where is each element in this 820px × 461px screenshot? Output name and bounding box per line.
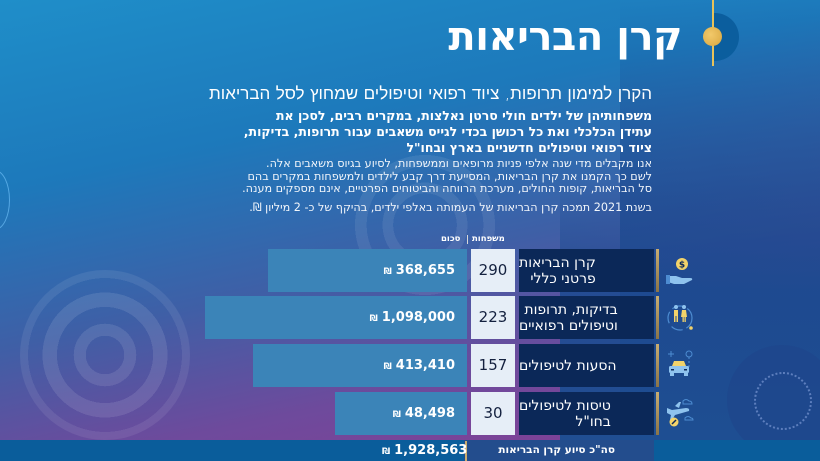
- category-label: בדיקות, תרופות וטיפולים רפואיים: [519, 296, 654, 339]
- decorative-circle-right: [727, 345, 820, 455]
- amount-value: ₪ 1,098,000: [369, 310, 455, 325]
- hand-coin-icon: $: [666, 258, 693, 284]
- families-count: 30: [471, 392, 515, 435]
- row-gold-marker: [656, 296, 659, 339]
- total-label-box: [464, 440, 654, 461]
- family-care-icon: [667, 305, 693, 331]
- category-label: הסעות לטיפולים: [519, 344, 654, 387]
- row-gold-marker: [656, 344, 659, 387]
- column-header-families: משפחות: [472, 234, 505, 244]
- amount-bar: ₪ 48,498: [335, 392, 467, 435]
- amount-value: ₪ 413,410: [383, 358, 455, 373]
- total-gold-marker: [465, 441, 467, 461]
- intro-paragraph: אנו מקבלים מדי שנה אלפי פניות מרופאים ומ…: [242, 157, 652, 195]
- amount-bar: ₪ 368,655: [268, 249, 467, 292]
- category-label: קרן הבריאות פרטני כללי: [519, 249, 654, 292]
- page-subtitle: הקרן למימון תרופות, ציוד רפואי וטיפולים …: [209, 84, 652, 104]
- total-amount: ₪ 1,928,563: [382, 443, 468, 458]
- amount-bar: ₪ 413,410: [253, 344, 467, 387]
- decorative-arc-left: [0, 170, 10, 230]
- families-count: 223: [471, 296, 515, 339]
- column-header-separator: [467, 235, 468, 244]
- decorative-rings-left: [20, 270, 190, 440]
- airplane-icon: [667, 399, 694, 427]
- amount-bar: ₪ 1,098,000: [205, 296, 467, 339]
- column-header-amount: סכום: [441, 234, 461, 244]
- families-count: 290: [471, 249, 515, 292]
- page-title: קרן הבריאות: [448, 14, 682, 60]
- header-accent-dot: [703, 27, 722, 46]
- families-count: 157: [471, 344, 515, 387]
- intro-summary: בשנת 2021 תמכה קרן הבריאות של העמותה באל…: [249, 201, 652, 214]
- amount-value: ₪ 368,655: [383, 263, 455, 278]
- amount-value: ₪ 48,498: [392, 406, 455, 421]
- row-gold-marker: [656, 392, 659, 435]
- row-gold-marker: [656, 249, 659, 292]
- car-transport-icon: [668, 350, 693, 376]
- svg-text:$: $: [679, 261, 685, 271]
- intro-bold-paragraph: משפחותיהן של ילדים חולי סרטן נאלצות, במק…: [243, 108, 652, 155]
- total-label: סה"כ סיוע קרן הבריאות: [498, 444, 615, 456]
- category-label: טיסות לטיפולים בחו"ל: [519, 392, 654, 435]
